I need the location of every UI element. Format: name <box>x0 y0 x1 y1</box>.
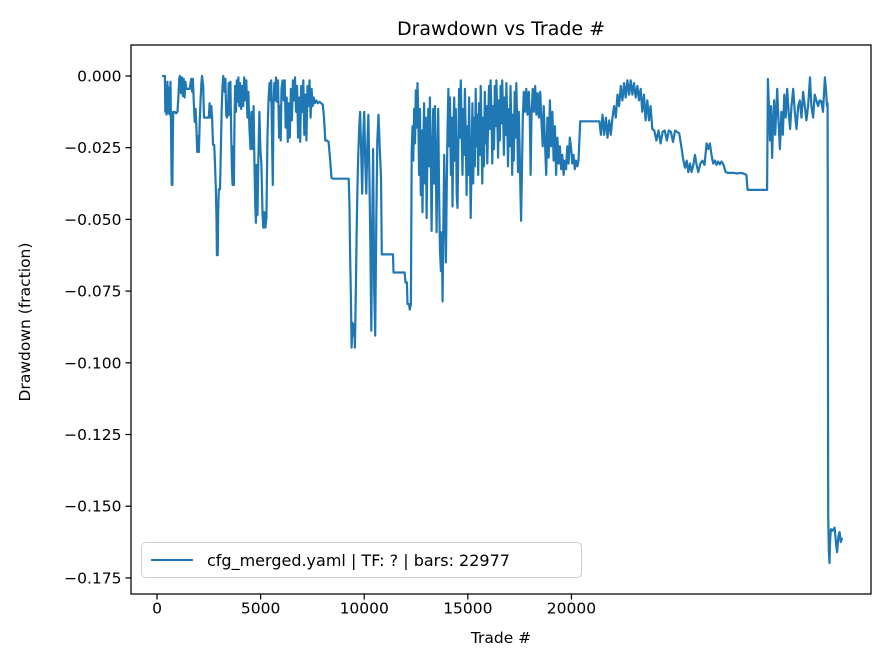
x-tick-label: 15000 <box>443 600 492 618</box>
chart-title: Drawdown vs Trade # <box>396 18 606 40</box>
legend-entry-label: cfg_merged.yaml | TF: ? | bars: 22977 <box>207 550 510 570</box>
axes-spines <box>130 44 872 595</box>
legend-box: cfg_merged.yaml | TF: ? | bars: 22977 <box>141 542 582 578</box>
y-tick-label: −0.025 <box>64 139 121 157</box>
y-tick-label: −0.150 <box>64 498 121 516</box>
y-tick-label: −0.125 <box>64 426 121 444</box>
x-tick-label: 5000 <box>241 600 280 618</box>
y-tick-label: 0.000 <box>77 67 121 85</box>
x-axis-label: Trade # <box>470 629 532 647</box>
y-tick-label: −0.175 <box>64 569 121 587</box>
y-tick-label: −0.100 <box>64 354 121 372</box>
x-tick-label: 20000 <box>547 600 596 618</box>
drawdown-line <box>162 74 844 565</box>
legend-line-swatch <box>151 558 193 562</box>
x-tick-label: 0 <box>152 600 162 618</box>
x-tick-label: 10000 <box>340 600 389 618</box>
y-axis-label: Drawdown (fraction) <box>16 242 34 402</box>
y-tick-label: −0.050 <box>64 211 121 229</box>
y-tick-label: −0.075 <box>64 283 121 301</box>
